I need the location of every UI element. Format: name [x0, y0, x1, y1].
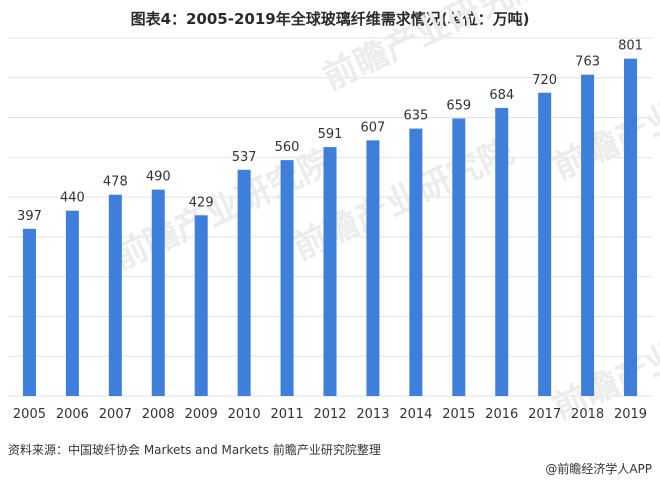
watermark-text: 前瞻产业研究院 — [547, 51, 660, 188]
data-label-2007: 478 — [103, 175, 128, 190]
bar-2007 — [108, 194, 122, 396]
x-tick-label: 2005 — [13, 407, 46, 422]
x-tick-label: 2016 — [485, 407, 518, 422]
x-tick-label: 2012 — [313, 407, 346, 422]
bar-2018 — [581, 74, 595, 397]
bar-2005 — [22, 228, 36, 396]
data-label-2008: 490 — [146, 170, 171, 185]
x-tick-label: 2009 — [185, 407, 218, 422]
chart-title: 图表4：2005-2019年全球玻璃纤维需求情况(单位：万吨) — [130, 10, 530, 28]
bar-2014 — [409, 128, 423, 396]
x-tick-label: 2007 — [99, 407, 132, 422]
source-note: 资料来源：中国玻纤协会 Markets and Markets 前瞻产业研究院整… — [8, 443, 381, 457]
data-label-2011: 560 — [275, 140, 300, 155]
bar-2010 — [237, 169, 251, 396]
x-tick-label: 2018 — [571, 407, 604, 422]
data-label-2019: 801 — [618, 39, 643, 54]
x-tick-label: 2006 — [56, 407, 89, 422]
data-label-2006: 440 — [60, 191, 85, 206]
x-tick-label: 2008 — [142, 407, 175, 422]
bar-2009 — [194, 215, 208, 396]
data-label-2013: 607 — [361, 120, 386, 135]
bar-2012 — [323, 147, 337, 396]
x-tick-label: 2010 — [228, 407, 261, 422]
x-tick-label: 2014 — [399, 407, 432, 422]
data-label-2012: 591 — [318, 127, 343, 142]
data-label-2016: 684 — [489, 88, 514, 103]
bar-2006 — [65, 210, 79, 396]
bar-2016 — [495, 107, 509, 397]
bar-2015 — [452, 118, 466, 396]
data-label-2017: 720 — [532, 73, 557, 88]
bar-2019 — [624, 58, 638, 397]
data-labels: 397 440 478 490 429 537 560 591 607 635 659 684 720 7… — [17, 39, 643, 224]
x-tick-label: 2011 — [271, 407, 304, 422]
bar-2013 — [366, 140, 380, 396]
data-label-2005: 397 — [17, 209, 42, 224]
data-label-2015: 659 — [446, 98, 471, 113]
x-tick-label: 2013 — [356, 407, 389, 422]
bar-2008 — [151, 189, 165, 396]
bar-2017 — [538, 92, 552, 397]
data-label-2010: 537 — [232, 150, 257, 165]
x-axis-ticks: 2005 2006 2007 2008 2009 2010 2011 2012 2013 2014… — [13, 407, 647, 422]
data-label-2009: 429 — [189, 195, 214, 210]
credit-note: @前瞻经济学人APP — [545, 462, 652, 476]
bar-2011 — [280, 160, 294, 396]
watermark-text: 前瞻产业研究院 — [317, 0, 550, 98]
x-tick-label: 2019 — [614, 407, 647, 422]
x-tick-label: 2015 — [442, 407, 475, 422]
data-label-2014: 635 — [403, 109, 428, 124]
bars — [22, 58, 638, 397]
data-label-2018: 763 — [575, 55, 600, 70]
x-tick-label: 2017 — [528, 407, 561, 422]
